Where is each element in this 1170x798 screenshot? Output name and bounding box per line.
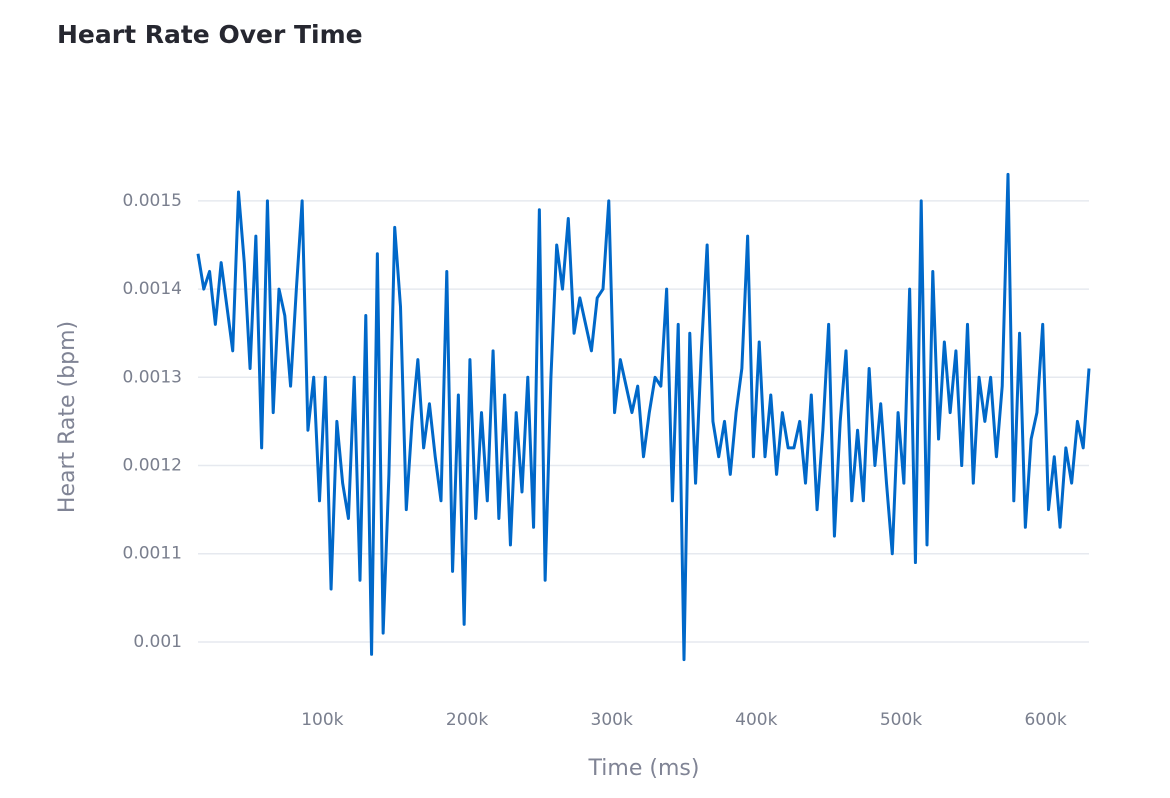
x-tick-label: 100k [301, 710, 343, 730]
y-tick-label: 0.0015 [123, 191, 182, 211]
x-tick-label: 300k [591, 710, 633, 730]
x-axis-title: Time (ms) [588, 756, 700, 781]
y-tick-label: 0.0012 [123, 456, 182, 476]
y-axis-title: Heart Rate (bpm) [55, 321, 80, 513]
x-tick-label: 600k [1024, 710, 1066, 730]
y-tick-label: 0.0011 [123, 544, 182, 564]
x-tick-label: 400k [735, 710, 777, 730]
chart-title: Heart Rate Over Time [57, 20, 363, 49]
x-tick-label: 200k [446, 710, 488, 730]
x-tick-label: 500k [880, 710, 922, 730]
y-tick-label: 0.001 [133, 632, 182, 652]
y-tick-label: 0.0013 [123, 367, 182, 387]
y-tick-label: 0.0014 [123, 279, 182, 299]
line [196, 172, 1091, 662]
